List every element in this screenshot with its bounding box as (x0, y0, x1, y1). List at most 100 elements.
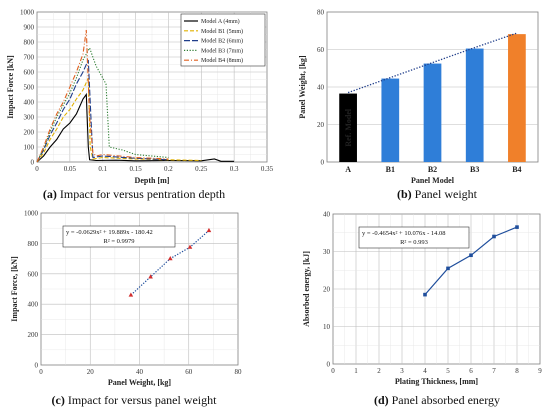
bar-annotation: Ref. Model (344, 108, 353, 147)
y-tick-label: 800 (28, 240, 39, 248)
r-squared: R² = 0.993 (400, 239, 428, 246)
y-axis-label: Absorbed energy, [kJ] (302, 251, 311, 327)
chart-impact-vs-depth: 0 100 200 300 400 500 600 700 800 900 1000 0 0.05 0.1… (6, 9, 274, 202)
x-tick-label: 2 (377, 367, 381, 375)
x-tick-label: B1 (386, 165, 395, 174)
x-tick-label: 0 (331, 367, 335, 375)
equation-box (62, 225, 176, 248)
x-axis-label: Panel Model (411, 176, 455, 185)
x-tick-label: 0.25 (195, 165, 208, 173)
y-tick-label: 0 (327, 361, 331, 369)
y-axis-label: Impact Force [kN] (6, 55, 15, 119)
y-tick-label: 10 (323, 323, 331, 331)
x-tick-label: 3 (400, 367, 404, 375)
y-tick-label: 40 (317, 84, 325, 92)
trend-equation: y = -0.0629x² + 19.889x - 180.42 (66, 229, 153, 236)
x-tick-label: 0.35 (261, 165, 274, 173)
x-axis-label: Plating Thickness, [mm] (395, 377, 479, 386)
x-tick-label: B2 (428, 165, 437, 174)
bar (508, 34, 526, 162)
legend-entry: Model B3 (7mm) (201, 47, 243, 54)
x-tick-label: A (345, 165, 351, 174)
caption-letter: (a) (43, 187, 57, 201)
caption-letter: (d) (374, 393, 389, 407)
caption-letter: (c) (52, 393, 65, 407)
y-tick-label: 300 (24, 114, 35, 122)
trend-equation: y = -0.4654x² + 10.076x - 14.08 (362, 230, 445, 237)
x-tick-label: 4 (423, 367, 427, 375)
x-tick-label: 40 (136, 368, 144, 376)
y-tick-label: 200 (28, 331, 39, 339)
y-tick-label: 100 (24, 144, 35, 152)
x-tick-label: 0 (35, 165, 39, 173)
x-tick-label: 0.15 (129, 165, 142, 173)
y-tick-label: 600 (28, 270, 39, 278)
y-tick-label: 800 (24, 39, 35, 47)
y-tick-label: 700 (24, 54, 35, 62)
panel-caption: (b) Panel weight (397, 187, 478, 201)
y-tick-label: 0 (31, 159, 35, 167)
data-point (492, 234, 496, 239)
data-point (423, 292, 427, 297)
y-axis-label: Impact Force, [kN] (10, 256, 19, 322)
y-tick-label: 0 (35, 362, 39, 370)
y-tick-label: 1000 (24, 210, 39, 218)
chart-impact-vs-weight: 0 200 400 600 800 1000 0 20 40 60 80 Panel Weight, … (10, 210, 242, 408)
x-axis-label: Panel Weight, [kg] (108, 378, 172, 387)
x-tick-label: 0 (39, 368, 43, 376)
x-tick-label: B4 (512, 165, 521, 174)
y-tick-label: 20 (323, 286, 331, 294)
y-tick-label: 500 (24, 84, 35, 92)
x-tick-label: 7 (492, 367, 496, 375)
y-tick-label: 0 (321, 159, 325, 167)
equation-box (358, 226, 470, 249)
caption-text: Impact for versus pentration depth (57, 187, 225, 201)
panel-caption: (d) Panel absorbed energy (374, 393, 500, 407)
x-axis-label: Depth [m] (135, 176, 170, 185)
x-tick-label: 20 (87, 368, 95, 376)
panel-caption: (a) Impact for versus pentration depth (43, 187, 225, 201)
legend-entry: Model B2 (6mm) (201, 38, 243, 45)
y-tick-label: 200 (24, 129, 35, 137)
series-line (36, 46, 169, 163)
y-tick-label: 30 (323, 248, 331, 256)
series-line (36, 29, 169, 163)
series-line (36, 59, 169, 163)
data-point (187, 244, 193, 249)
x-tick-label: 0.3 (230, 165, 239, 173)
y-tick-label: 600 (24, 69, 35, 77)
data-point (206, 227, 212, 233)
trendline (347, 32, 518, 94)
x-tick-label: 80 (235, 368, 243, 376)
y-tick-label: 80 (317, 9, 325, 17)
x-tick-label: 0.2 (164, 165, 173, 173)
x-tick-label: 60 (185, 368, 193, 376)
data-point (469, 253, 473, 258)
x-tick-label: 0.1 (98, 165, 107, 173)
data-point (148, 274, 153, 279)
data-point (128, 292, 134, 297)
x-tick-label: 1 (354, 367, 358, 375)
data-point (515, 225, 519, 229)
y-tick-label: 40 (323, 211, 331, 219)
caption-text: Impact for versus panel weight (65, 393, 217, 407)
x-tick-label: 0.05 (64, 165, 77, 173)
x-tick-label: 5 (446, 367, 450, 375)
series-line (36, 92, 235, 163)
x-tick-label: 9 (538, 367, 542, 375)
chart-panel-weight: 0 20 40 60 80 Panel Model Panel Weight, [kg] A B… (298, 9, 539, 201)
y-tick-label: 60 (317, 46, 325, 54)
y-tick-label: 20 (317, 121, 325, 129)
bar (339, 93, 357, 162)
legend-entry: Model B4 (8mm) (201, 57, 243, 64)
x-tick-label: 6 (469, 367, 473, 375)
bar (465, 48, 484, 162)
bar (381, 78, 400, 162)
x-tick-label: 8 (515, 367, 519, 375)
caption-text: Panel absorbed energy (389, 393, 500, 407)
y-tick-label: 400 (28, 301, 39, 309)
y-tick-label: 1000 (20, 9, 35, 17)
x-tick-label: B3 (470, 165, 479, 174)
legend-entry: Model A (4mm) (201, 18, 240, 25)
